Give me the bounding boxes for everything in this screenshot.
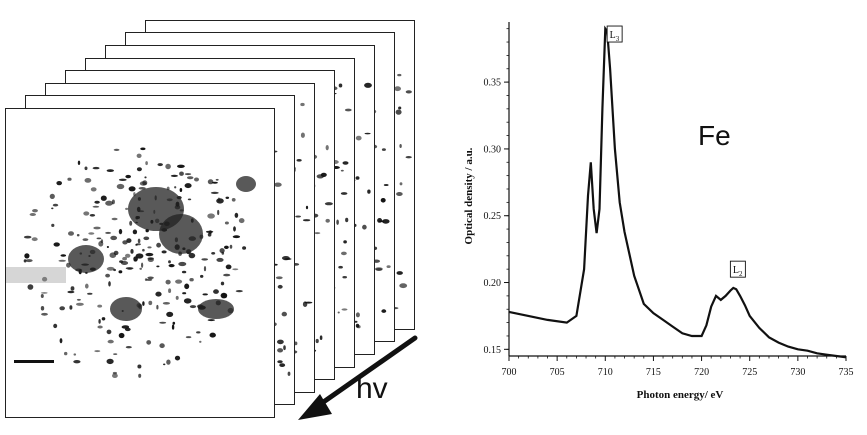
- x-tick-label: 705: [550, 367, 565, 378]
- peak-label-box: [606, 25, 623, 43]
- chart-ticks: 700 705 710 715 720 725 730 735 0.15 0.20 0.25 0.30…: [484, 28, 854, 378]
- peak-label-box: [729, 260, 746, 278]
- x-tick-label: 715: [646, 367, 661, 378]
- chart-axes: [508, 22, 846, 357]
- chart-annotations: L3 L2: [606, 25, 746, 278]
- x-tick-label: 735: [839, 367, 854, 378]
- arrow-icon: [298, 335, 418, 420]
- y-tick-label: 0.15: [484, 345, 502, 356]
- element-label: Fe: [698, 120, 731, 151]
- y-axis-label: Optical density / a.u.: [463, 147, 475, 244]
- x-tick-label: 710: [598, 367, 613, 378]
- x-tick-label: 700: [502, 367, 517, 378]
- peak-label-text: L3: [610, 30, 620, 43]
- image-frame-front: [5, 108, 275, 418]
- peak-label-sub: 3: [616, 35, 620, 43]
- series-line: [508, 25, 847, 359]
- y-tick-label: 0.35: [484, 78, 502, 89]
- peak-label: L2: [729, 260, 746, 278]
- y-tick-label: 0.25: [484, 211, 502, 222]
- arrow-label: hv: [356, 372, 388, 405]
- x-tick-label: 730: [790, 367, 805, 378]
- scale-bar: [14, 360, 54, 363]
- peak-label-text: L2: [733, 265, 743, 278]
- x-tick-label: 725: [742, 367, 757, 378]
- x-tick-label: 720: [694, 367, 709, 378]
- y-tick-label: 0.30: [484, 144, 502, 155]
- peak-label: L3: [606, 25, 623, 43]
- x-axis-label: Photon energy/ eV: [637, 389, 724, 401]
- peak-label-sub: 2: [739, 270, 743, 278]
- y-tick-label: 0.20: [484, 278, 502, 289]
